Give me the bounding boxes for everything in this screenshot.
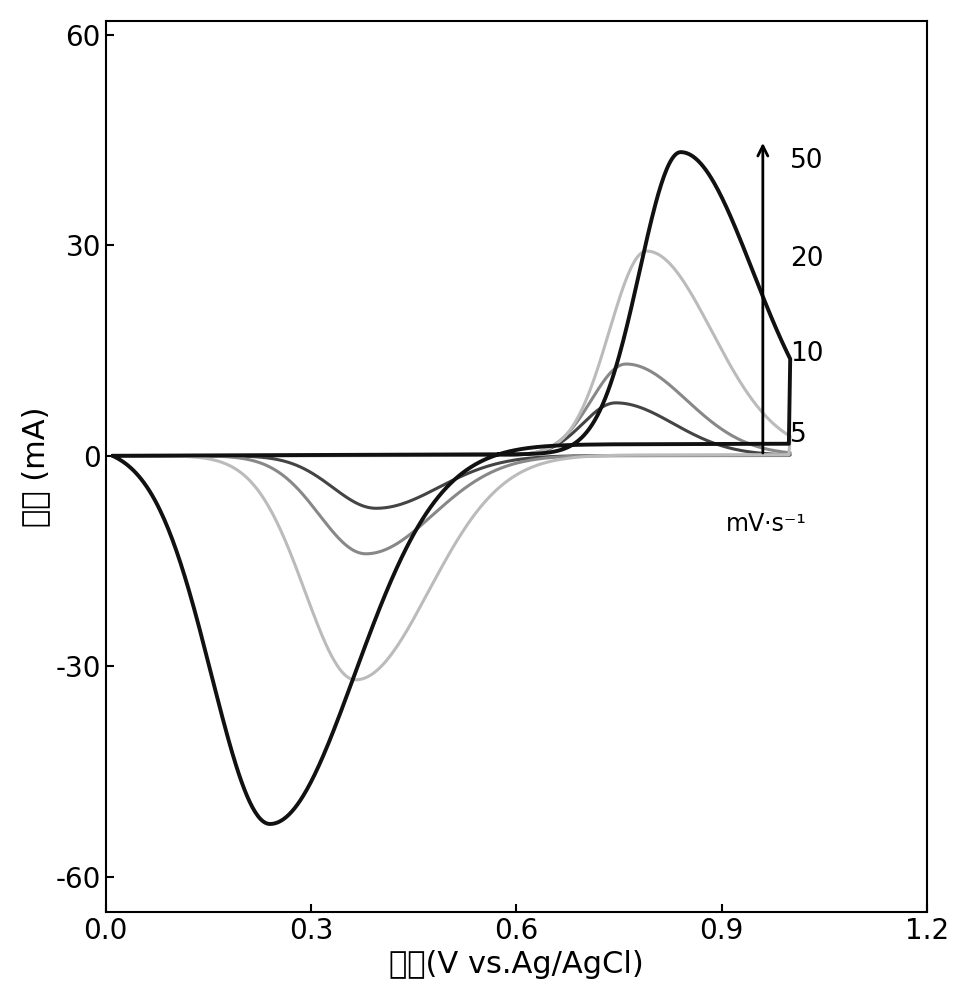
X-axis label: 电位(V vs.Ag/AgCl): 电位(V vs.Ag/AgCl): [389, 950, 643, 979]
Text: 5: 5: [790, 422, 806, 448]
Text: mV·s⁻¹: mV·s⁻¹: [725, 512, 806, 536]
Text: 50: 50: [790, 148, 823, 174]
Y-axis label: 电流 (mA): 电流 (mA): [20, 406, 49, 527]
Text: 20: 20: [790, 246, 823, 272]
Text: 10: 10: [790, 341, 823, 367]
